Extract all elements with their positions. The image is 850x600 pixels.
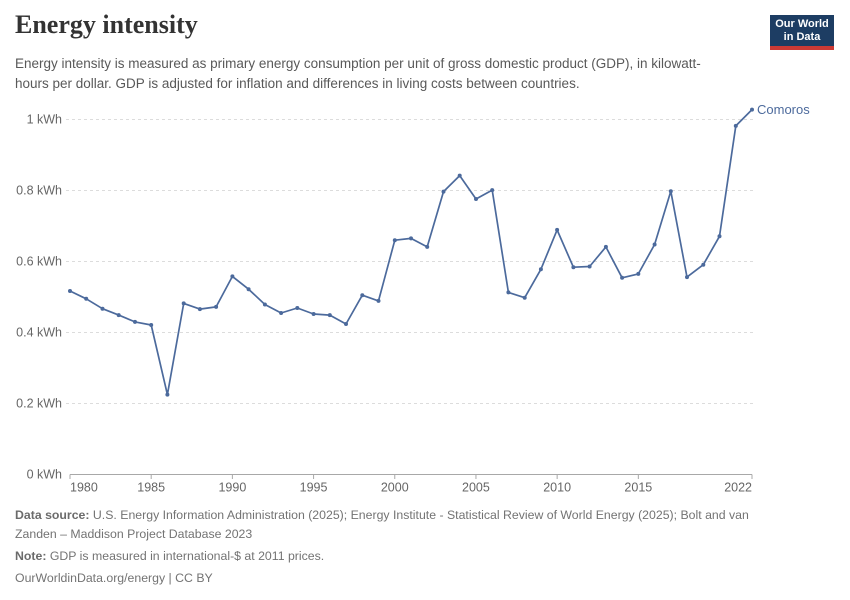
data-point (116, 313, 121, 318)
owid-logo[interactable]: Our World in Data (770, 15, 834, 50)
data-point (474, 197, 478, 201)
data-point (555, 227, 560, 232)
data-point (133, 319, 137, 324)
data-point (262, 302, 267, 307)
x-axis-label: 1990 (218, 481, 246, 495)
data-point (295, 306, 300, 310)
data-source-line: Data source: U.S. Energy Information Adm… (15, 506, 757, 544)
y-axis-label: 0.6 kWh (16, 255, 62, 269)
data-point (587, 264, 592, 269)
data-point (165, 392, 170, 397)
data-point (197, 307, 202, 312)
data-point (506, 290, 511, 295)
data-point (620, 275, 625, 280)
data-point (181, 301, 186, 306)
owid-logo-line2: in Data (783, 30, 821, 43)
data-point (701, 262, 706, 267)
license-link[interactable]: OurWorldinData.org/energy | CC BY (15, 571, 213, 585)
note-line: Note: GDP is measured in international-$… (15, 547, 835, 566)
page-title: Energy intensity (15, 10, 198, 39)
data-point (214, 304, 219, 309)
y-axis-label: 0.2 kWh (16, 397, 62, 411)
data-point (490, 188, 495, 193)
entity-label: Comoros (757, 102, 810, 117)
data-point (733, 123, 738, 128)
data-point (279, 311, 284, 315)
data-point (311, 312, 316, 316)
x-axis-label: 2010 (543, 481, 571, 495)
data-point (750, 107, 754, 112)
x-axis-label: 2000 (381, 481, 409, 495)
data-point (392, 238, 397, 243)
y-axis-label: 0.8 kWh (16, 184, 62, 198)
x-axis-label: 1995 (300, 481, 328, 495)
x-axis-label: 1985 (137, 481, 165, 495)
data-point (376, 298, 381, 303)
x-axis-label: 2005 (462, 481, 490, 495)
data-point (327, 313, 332, 318)
data-point (603, 244, 608, 249)
x-axis-label: 2022 (724, 481, 752, 495)
data-point (360, 293, 365, 298)
y-axis-label: 0 kWh (27, 468, 62, 482)
data-point (441, 189, 446, 194)
data-point (571, 265, 576, 270)
data-point (538, 267, 543, 272)
data-point (100, 306, 105, 311)
chart-line (69, 109, 753, 396)
data-point (230, 274, 235, 279)
data-point (409, 236, 413, 241)
data-point (652, 242, 657, 247)
owid-logo-line1: Our World (775, 18, 829, 30)
data-point (425, 244, 430, 249)
y-axis-label: 1 kWh (27, 113, 62, 127)
data-point (457, 173, 462, 178)
data-point (149, 323, 154, 327)
data-point (685, 275, 689, 280)
data-point (668, 189, 673, 194)
data-point (84, 296, 89, 301)
data-point (717, 234, 722, 239)
data-point (344, 322, 348, 326)
data-source-text: U.S. Energy Information Administration (… (15, 508, 749, 541)
data-point (246, 287, 251, 292)
data-point (636, 271, 641, 276)
chart-subtitle: Energy intensity is measured as primary … (15, 56, 701, 91)
data-point (68, 289, 72, 293)
x-axis-label: 1980 (70, 481, 98, 495)
x-axis-label: 2015 (624, 481, 652, 495)
note-label: Note: (15, 549, 47, 563)
note-text: GDP is measured in international-$ at 20… (49, 549, 325, 563)
data-point (522, 295, 527, 300)
y-axis-label: 0.4 kWh (16, 326, 62, 340)
data-source-label: Data source: (15, 508, 90, 522)
chart-footer: Data source: U.S. Energy Information Adm… (15, 506, 835, 591)
